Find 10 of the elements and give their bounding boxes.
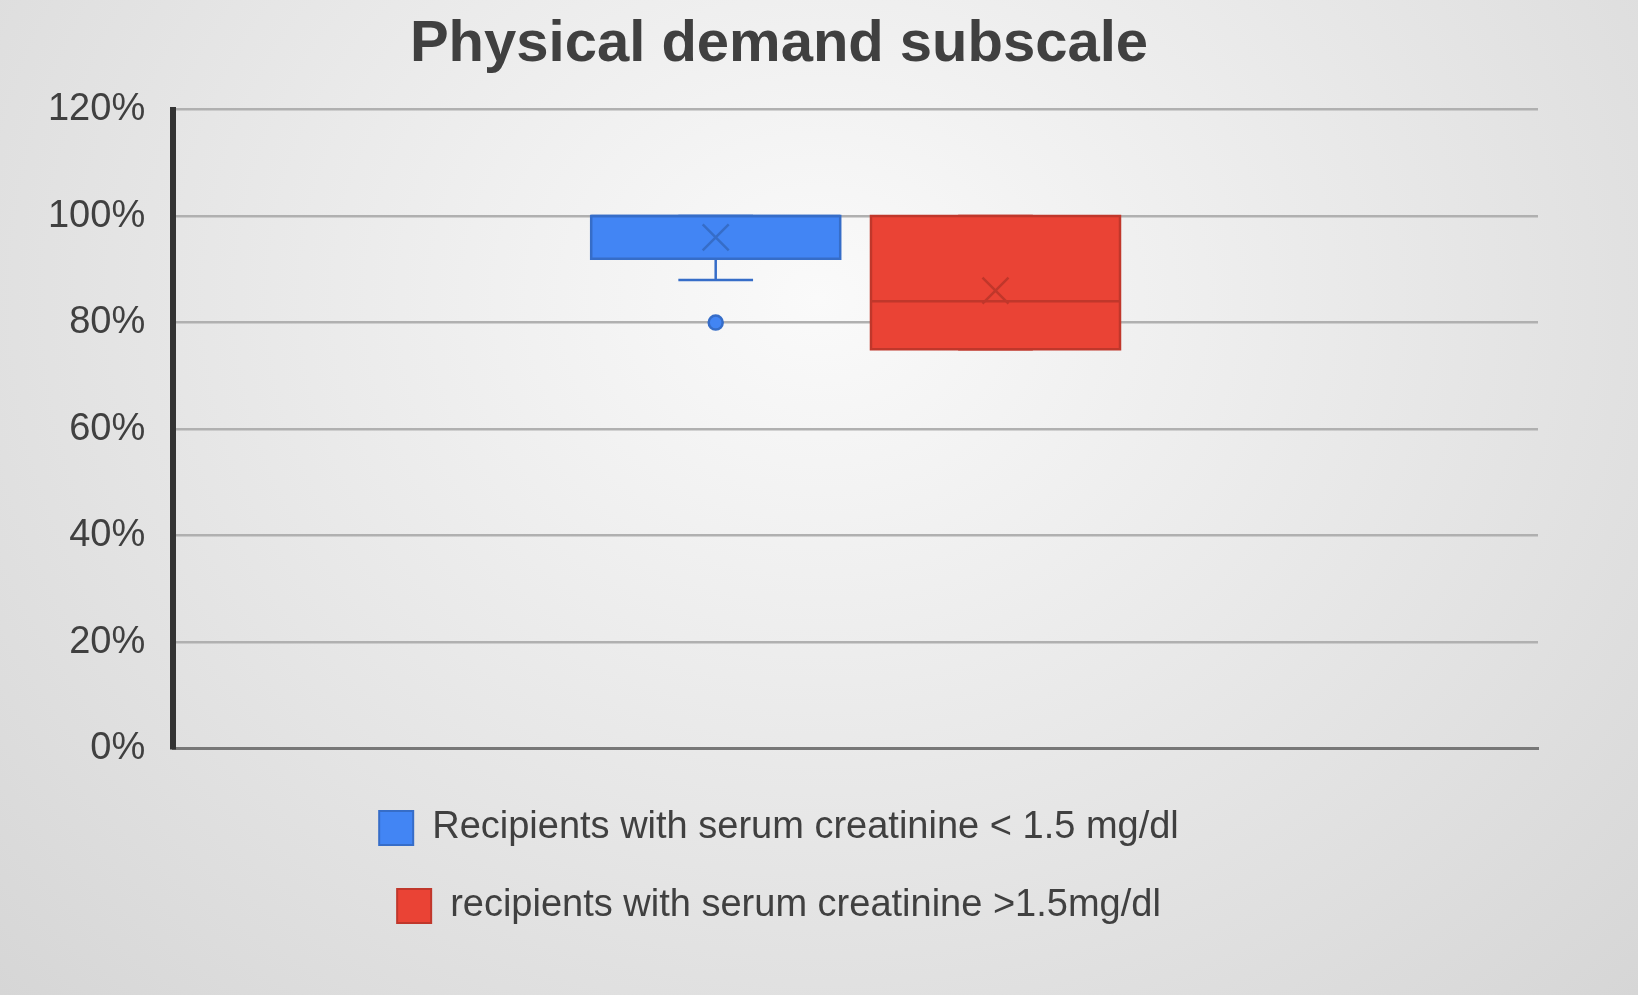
y-tick-label: 80% — [69, 299, 146, 342]
legend-label: recipients with serum creatinine >1.5mg/dl — [450, 882, 1161, 925]
chart-title: Physical demand subscale — [409, 7, 1149, 73]
y-tick-label: 0% — [90, 725, 146, 768]
y-tick-label: 40% — [69, 512, 146, 555]
legend-label: Recipients with serum creatinine < 1.5 mg/dl — [432, 804, 1179, 847]
y-tick-label: 20% — [69, 618, 146, 661]
y-tick-label: 100% — [47, 192, 146, 235]
y-tick-label: 60% — [69, 405, 146, 448]
y-tick-label: 120% — [47, 86, 146, 129]
